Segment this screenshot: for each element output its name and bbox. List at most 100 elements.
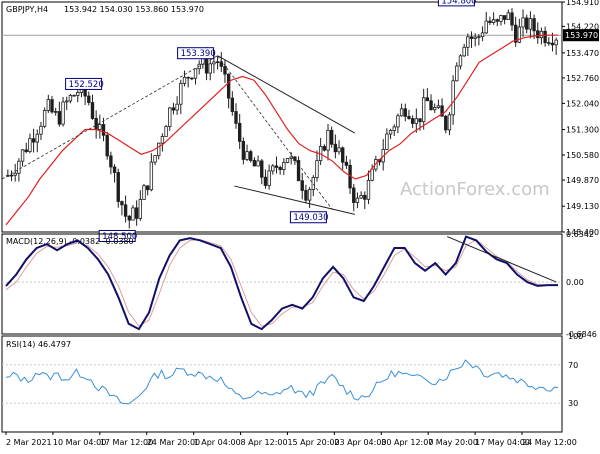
candle-body	[274, 165, 279, 168]
candle-body	[153, 155, 157, 163]
symbol-label: GBPJPY,H4	[6, 5, 48, 14]
candle-body	[223, 65, 227, 75]
candle-body	[480, 32, 485, 38]
candle-body	[90, 102, 95, 119]
candle-body	[237, 122, 242, 142]
candle-body	[127, 215, 131, 221]
candle-body	[76, 92, 80, 96]
macd-lines	[5, 235, 558, 331]
candle-body	[186, 76, 190, 79]
candle-body	[491, 19, 496, 24]
candle-body	[495, 19, 499, 22]
candle-body	[101, 124, 106, 136]
candle-body	[35, 133, 39, 143]
macd-panel-frame	[1, 233, 563, 335]
macd-main-line	[5, 235, 558, 331]
candle-body	[359, 195, 363, 199]
candle-body	[425, 97, 430, 102]
macd-y-axis: 0.6342 0.00 -0.6846	[566, 230, 597, 339]
candle-body	[517, 26, 522, 43]
candle-body	[61, 101, 65, 125]
x-tick-label: 8 Apr 12:00	[241, 438, 288, 447]
candle-body	[300, 180, 304, 191]
candle-body	[499, 15, 503, 22]
candle-body	[20, 149, 25, 162]
candle-body	[131, 207, 135, 221]
x-tick-label: 10 Mar 04:00	[53, 438, 106, 447]
candle-body	[252, 160, 257, 167]
macd-tick-label: 0.6342	[566, 230, 594, 239]
x-tick-label: 17 May 04:00	[475, 438, 530, 447]
pivot-label-box	[289, 211, 327, 224]
pivot-label-box	[177, 47, 215, 60]
candle-body	[510, 12, 514, 26]
candle-body	[421, 97, 426, 123]
channel-upper-line	[217, 55, 356, 134]
candle-body	[138, 199, 143, 219]
candle-body	[271, 165, 275, 172]
candle-body	[260, 160, 264, 178]
candle-body	[24, 149, 28, 152]
rsi-y-axis: 100 70 30	[568, 332, 583, 408]
pivot-label: 154.800	[441, 0, 476, 6]
price-tick-label: 152.760	[566, 74, 599, 83]
candle-body	[234, 111, 238, 124]
candle-body	[418, 118, 422, 123]
candle-body	[344, 161, 349, 166]
candle-body	[190, 77, 194, 80]
pivot-label: 152.520	[69, 80, 104, 90]
candle-body	[168, 107, 172, 127]
pivot-label: 149.030	[293, 213, 328, 223]
candle-body	[164, 126, 168, 137]
x-tick-label: 7 May 20:00	[428, 438, 478, 447]
candle-body	[160, 136, 165, 144]
candle-body	[388, 130, 393, 135]
moving-average-line	[5, 34, 558, 226]
rsi-tick-label: 100	[568, 332, 583, 341]
candle-body	[315, 160, 319, 178]
candle-body	[355, 197, 360, 203]
candle-body	[171, 107, 176, 111]
candle-body	[116, 172, 120, 202]
candle-body	[267, 170, 271, 186]
candle-body	[447, 114, 452, 131]
candle-body	[352, 187, 356, 203]
macd-tick-label: 0.00	[566, 278, 584, 287]
candle-body	[410, 118, 415, 124]
candle-body	[326, 129, 330, 151]
candle-body	[39, 125, 43, 135]
candle-body	[112, 166, 117, 173]
candle-body	[123, 204, 128, 217]
candle-body	[17, 160, 21, 174]
candle-body	[226, 73, 231, 99]
x-tick-label: 24 May 12:00	[522, 438, 577, 447]
x-tick-label: 24 Mar 20:00	[147, 438, 200, 447]
pivot-label: 153.390	[181, 49, 216, 59]
x-tick-label: 30 Apr 12:00	[381, 438, 433, 447]
rsi-line	[5, 359, 559, 405]
x-tick-label: 2 Mar 2021	[6, 438, 52, 447]
candle-body	[539, 30, 544, 39]
candle-body	[429, 100, 433, 111]
candle-body	[370, 168, 374, 181]
candle-body	[208, 63, 212, 74]
candle-body	[473, 36, 477, 39]
rsi-panel-frame	[1, 335, 563, 433]
candle-body	[193, 68, 198, 79]
candle-body	[311, 177, 315, 190]
price-tick-label: 152.040	[566, 99, 599, 108]
candle-body	[536, 30, 540, 39]
macd-label: MACD(12,26,9) -0.0382 -0.0380	[6, 237, 134, 246]
candle-body	[506, 12, 511, 20]
candle-body	[142, 185, 146, 200]
candle-body	[513, 24, 518, 43]
price-annotations: 152.520 148.500 153.390 149.030 154.800	[1, 0, 477, 242]
candle-body	[175, 103, 179, 111]
candle-body	[72, 94, 76, 97]
candle-body	[278, 167, 282, 170]
channel-lower-line	[234, 185, 355, 215]
candle-body	[469, 36, 474, 39]
trend-line-dashed-up	[1, 55, 218, 180]
current-price-tag	[563, 29, 599, 42]
